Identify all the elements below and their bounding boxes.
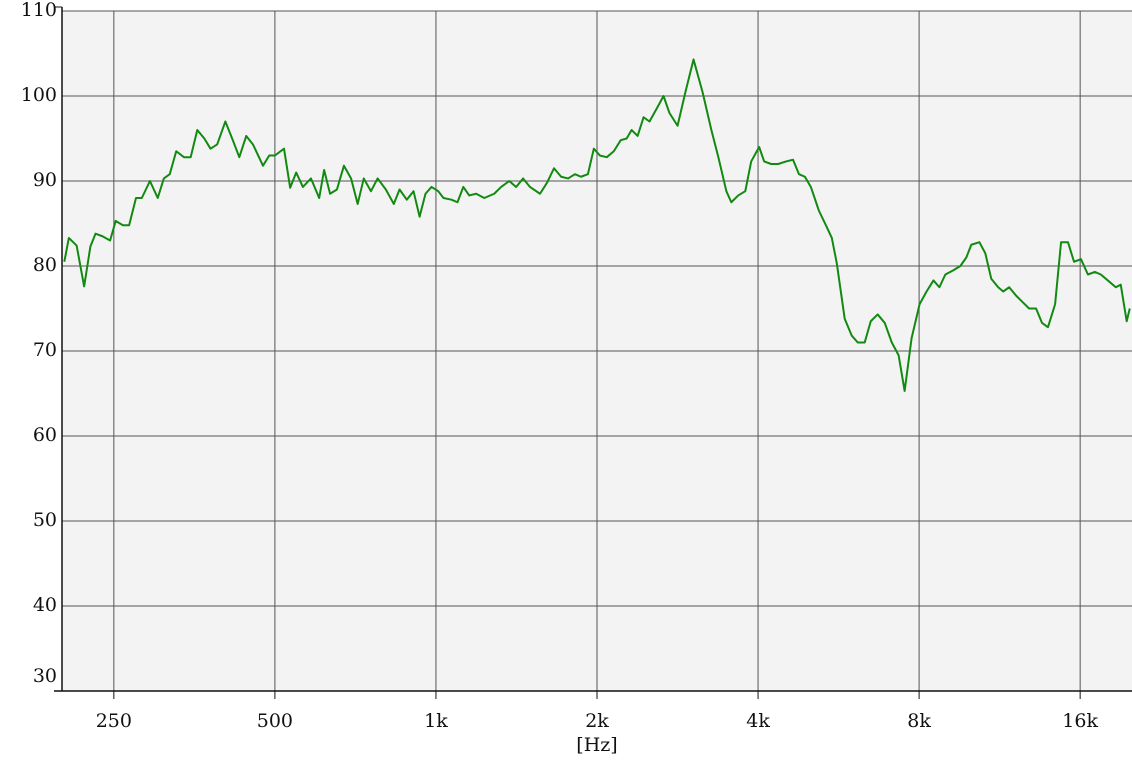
x-tick-label: 16k: [1062, 710, 1098, 732]
x-tick-label: 8k: [907, 710, 931, 732]
x-axis-label: [Hz]: [576, 734, 617, 756]
x-tick-label: 250: [96, 710, 132, 732]
y-tick-label: 50: [33, 509, 57, 531]
y-tick-label: 30: [33, 665, 57, 687]
x-tick-label: 2k: [585, 710, 609, 732]
x-tick-label: 1k: [424, 710, 448, 732]
x-tick-label: 500: [257, 710, 293, 732]
y-tick-label: 70: [33, 339, 57, 361]
y-tick-label: 90: [33, 169, 57, 191]
response-line: [63, 58, 1131, 392]
y-tick-label: 110: [21, 0, 57, 21]
x-tick-label: 4k: [746, 710, 770, 732]
y-tick-label: 40: [33, 594, 57, 616]
y-tick-label: 100: [21, 84, 57, 106]
y-tick-label: 80: [33, 254, 57, 276]
y-tick-label: 60: [33, 424, 57, 446]
